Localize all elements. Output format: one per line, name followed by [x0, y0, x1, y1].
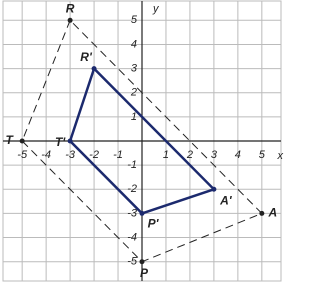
diagram: x y -5 -4 -3 -2 -1 1 2 3 4 5 -5 -4 -3 -2 -1 1 2 3 4 5 R T P A R'… — [2, 0, 284, 282]
x-tick-label: 5 — [259, 149, 266, 161]
y-tick-label: 2 — [130, 87, 137, 99]
y-tick-label: 5 — [131, 14, 138, 26]
vertex-label: A — [267, 206, 277, 220]
vertex — [91, 66, 97, 72]
vertex-label: P' — [148, 217, 160, 231]
y-tick-label: 3 — [131, 62, 138, 74]
y-axis-label: y — [152, 3, 160, 15]
x-tick-label: -5 — [17, 149, 28, 161]
x-tick-label: 2 — [186, 149, 193, 161]
vertex — [67, 138, 73, 144]
y-tick-label: -5 — [127, 256, 138, 268]
vertex-label: R' — [80, 50, 93, 64]
vertex-label: T — [6, 133, 15, 147]
vertex — [139, 210, 145, 216]
x-tick-label: 1 — [163, 149, 169, 161]
vertex-label: A' — [219, 193, 233, 207]
y-tick-label: 1 — [131, 111, 137, 123]
vertex-label: R — [66, 1, 75, 15]
x-axis-label: x — [277, 150, 284, 162]
x-tick-label: -2 — [89, 149, 99, 161]
vertex-label: P — [140, 266, 149, 280]
x-tick-label: -4 — [41, 149, 51, 161]
vertex — [139, 259, 145, 265]
x-tick-label: -3 — [65, 149, 76, 161]
y-tick-label: 4 — [131, 38, 137, 50]
x-tick-label: 3 — [211, 149, 218, 161]
vertex — [19, 138, 25, 144]
y-tick-label: -3 — [127, 207, 138, 219]
vertex-label: T' — [55, 135, 66, 149]
x-tick-label: 4 — [235, 149, 241, 161]
y-tick-label: -1 — [127, 159, 137, 171]
vertex — [259, 210, 265, 216]
vertex — [67, 17, 73, 23]
vertex — [211, 186, 217, 192]
y-tick-label: -4 — [127, 231, 137, 243]
y-tick-label: -2 — [127, 183, 137, 195]
x-tick-label: -1 — [113, 149, 123, 161]
